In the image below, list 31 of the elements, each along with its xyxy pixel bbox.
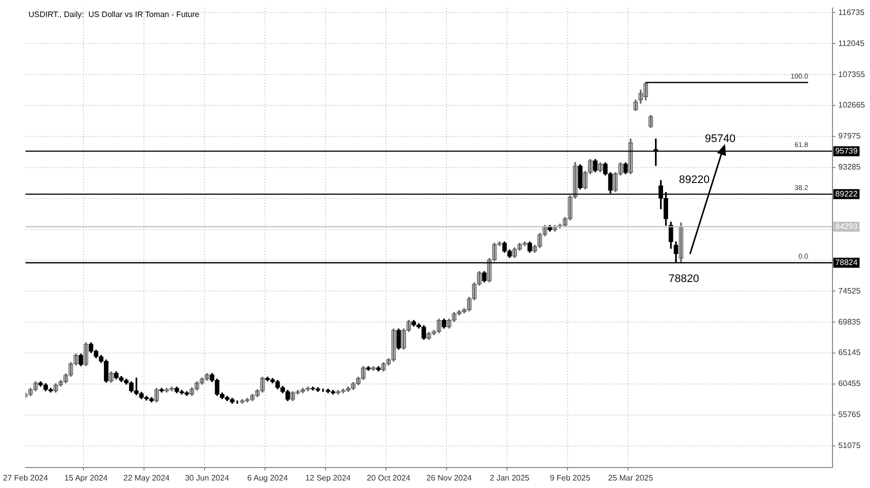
y-tick-label: 60455 bbox=[838, 379, 862, 388]
x-tick-label: 12 Sep 2024 bbox=[305, 473, 352, 482]
x-tick-label: 27 Feb 2024 bbox=[2, 473, 48, 482]
y-tick-label: 107355 bbox=[838, 70, 866, 79]
y-tick-label: 112045 bbox=[838, 38, 865, 48]
annotation: 95740 bbox=[704, 133, 736, 146]
x-tick-label: 6 Aug 2024 bbox=[247, 473, 288, 482]
x-tick-label: 9 Feb 2025 bbox=[550, 473, 591, 482]
y-tick-label: 69835 bbox=[838, 317, 862, 326]
x-tick-label: 15 Apr 2024 bbox=[64, 473, 108, 482]
x-tick-label: 25 Mar 2025 bbox=[608, 473, 654, 482]
annotation: 89220 bbox=[679, 174, 710, 186]
y-tick-label: 93285 bbox=[838, 162, 862, 172]
y-tick-label: 97975 bbox=[838, 132, 862, 141]
x-tick-label: 30 Jun 2024 bbox=[184, 473, 230, 482]
y-tick-label: 116735 bbox=[838, 8, 865, 17]
ref-line-label: 89222 bbox=[835, 189, 858, 198]
ref-line-label: 95739 bbox=[835, 146, 858, 156]
y-tick-label: 102665 bbox=[838, 100, 866, 110]
x-tick-label: 2 Jan 2025 bbox=[490, 473, 530, 482]
ref-line-label: 78824 bbox=[835, 258, 858, 267]
y-tick-label: 55765 bbox=[838, 410, 862, 420]
chart-title: USDIRT., Daily: US Dollar vs IR Toman - Future bbox=[28, 10, 200, 20]
x-tick-label: 20 Oct 2024 bbox=[366, 473, 411, 482]
y-tick-label: 51075 bbox=[838, 441, 862, 450]
y-tick-label: 74525 bbox=[838, 286, 862, 296]
y-tick-label: 65145 bbox=[838, 348, 862, 358]
x-tick-label: 26 Nov 2024 bbox=[426, 473, 472, 482]
annotation: 78820 bbox=[668, 272, 700, 285]
ref-line-label: 84293 bbox=[835, 222, 858, 231]
x-tick-label: 22 May 2024 bbox=[123, 473, 170, 482]
